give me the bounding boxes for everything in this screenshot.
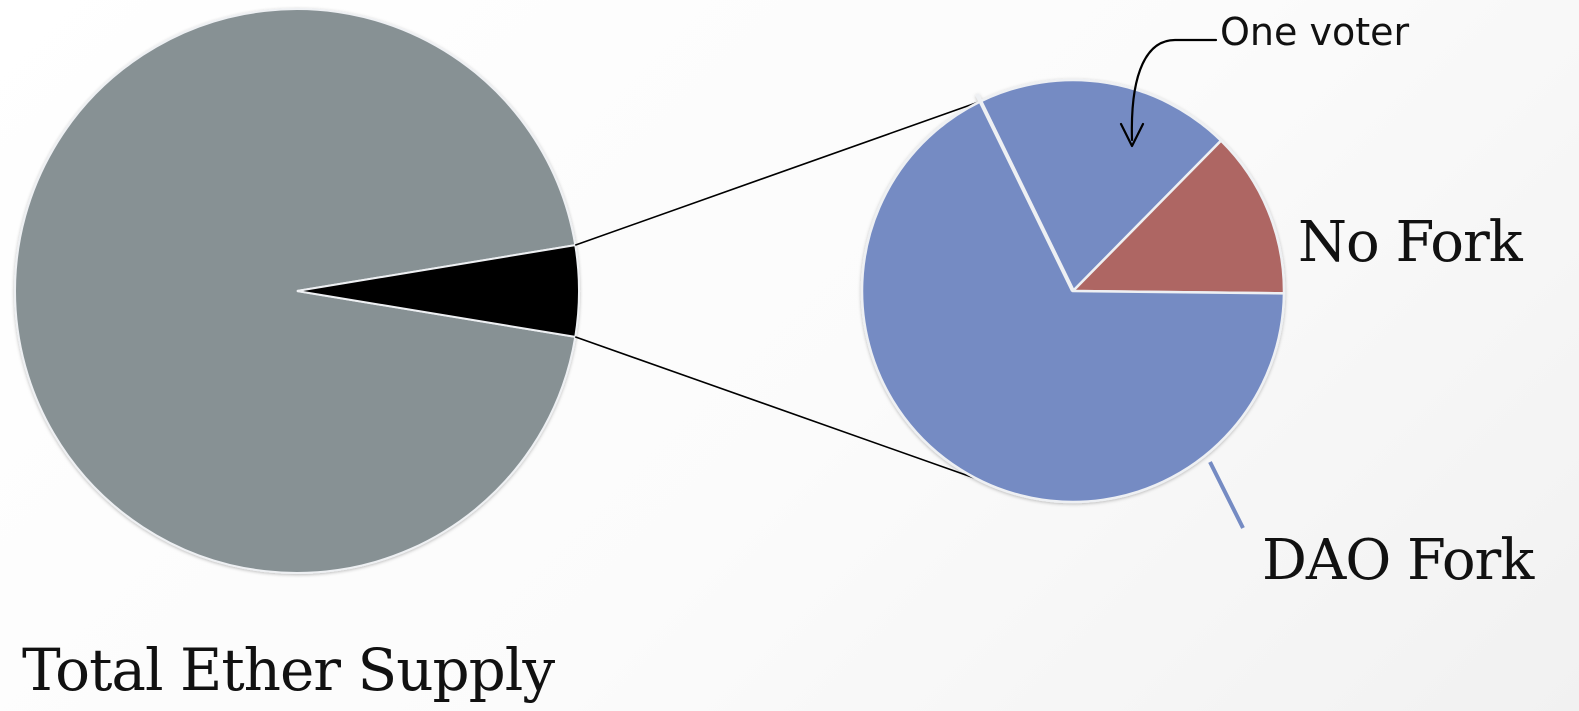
one-voter-slice: [978, 78, 1223, 294]
dao-fork-leader-line: [1208, 461, 1245, 529]
no-fork-label: No Fork: [1298, 210, 1523, 275]
total-ether-supply-label: Total Ether Supply: [22, 636, 555, 704]
dao-fork-slice: [860, 99, 1286, 504]
dao-vote-pie: [860, 78, 1286, 504]
one-voter-arrow: [1130, 38, 1218, 142]
zoom-connector-lines: [574, 100, 981, 480]
total-supply-pie: [14, 8, 580, 574]
no-fork-slice: [1070, 138, 1286, 295]
one-voter-arrowhead: [1119, 122, 1145, 148]
one-voter-separator: [975, 93, 1075, 292]
dao-fork-label: DAO Fork: [1262, 528, 1534, 593]
upper-connector-line: [574, 100, 981, 246]
annotations: [1119, 38, 1245, 529]
dao-share-slice: [296, 243, 580, 339]
one-voter-label: One voter: [1220, 10, 1410, 54]
lower-connector-line: [574, 336, 978, 480]
total-supply-rest-slice: [14, 8, 577, 574]
